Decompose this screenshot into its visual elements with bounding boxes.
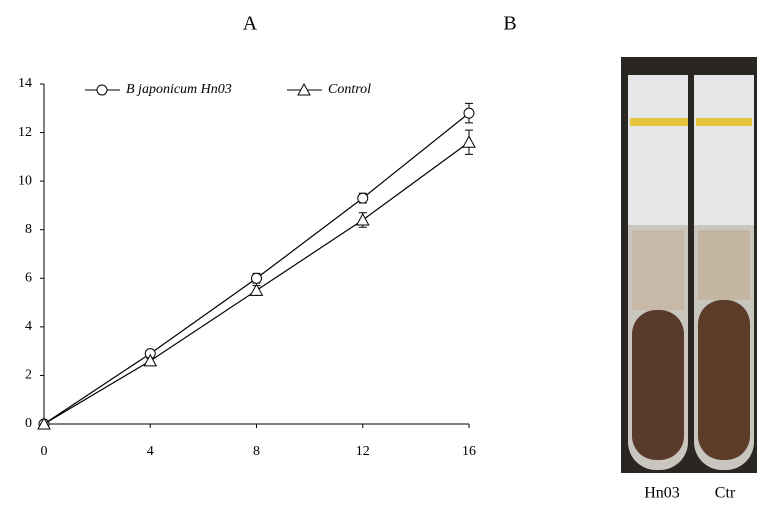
legend-label: B japonicum Hn03 [126, 82, 232, 97]
x-tick-label: 8 [253, 444, 260, 459]
point [463, 107, 475, 119]
panel-label: A [243, 13, 258, 35]
x-tick-label: 12 [356, 444, 370, 459]
photo-caption: Hn03 [644, 485, 680, 502]
y-tick-label: 4 [25, 319, 32, 334]
photo [621, 57, 757, 473]
point [462, 135, 476, 148]
panel-label: B [503, 13, 516, 35]
legend-marker [297, 82, 311, 96]
legend-label: Control [328, 82, 371, 97]
point [355, 212, 370, 226]
y-tick-label: 12 [18, 125, 32, 140]
y-tick-label: 10 [18, 173, 32, 188]
y-tick-label: 14 [18, 76, 32, 91]
point [249, 283, 264, 296]
x-tick-label: 16 [462, 444, 476, 459]
legend-marker [96, 84, 108, 96]
y-tick-label: 6 [25, 271, 32, 286]
point [357, 192, 369, 204]
y-tick-label: 2 [25, 368, 32, 383]
point [37, 416, 51, 430]
point [143, 353, 158, 367]
x-tick-label: 4 [147, 444, 154, 459]
y-tick-label: 0 [25, 416, 32, 431]
y-tick-label: 8 [25, 222, 32, 237]
series-line [43, 112, 470, 425]
x-tick-label: 0 [41, 444, 48, 459]
point [251, 272, 262, 284]
photo-caption: Ctr [715, 485, 736, 502]
